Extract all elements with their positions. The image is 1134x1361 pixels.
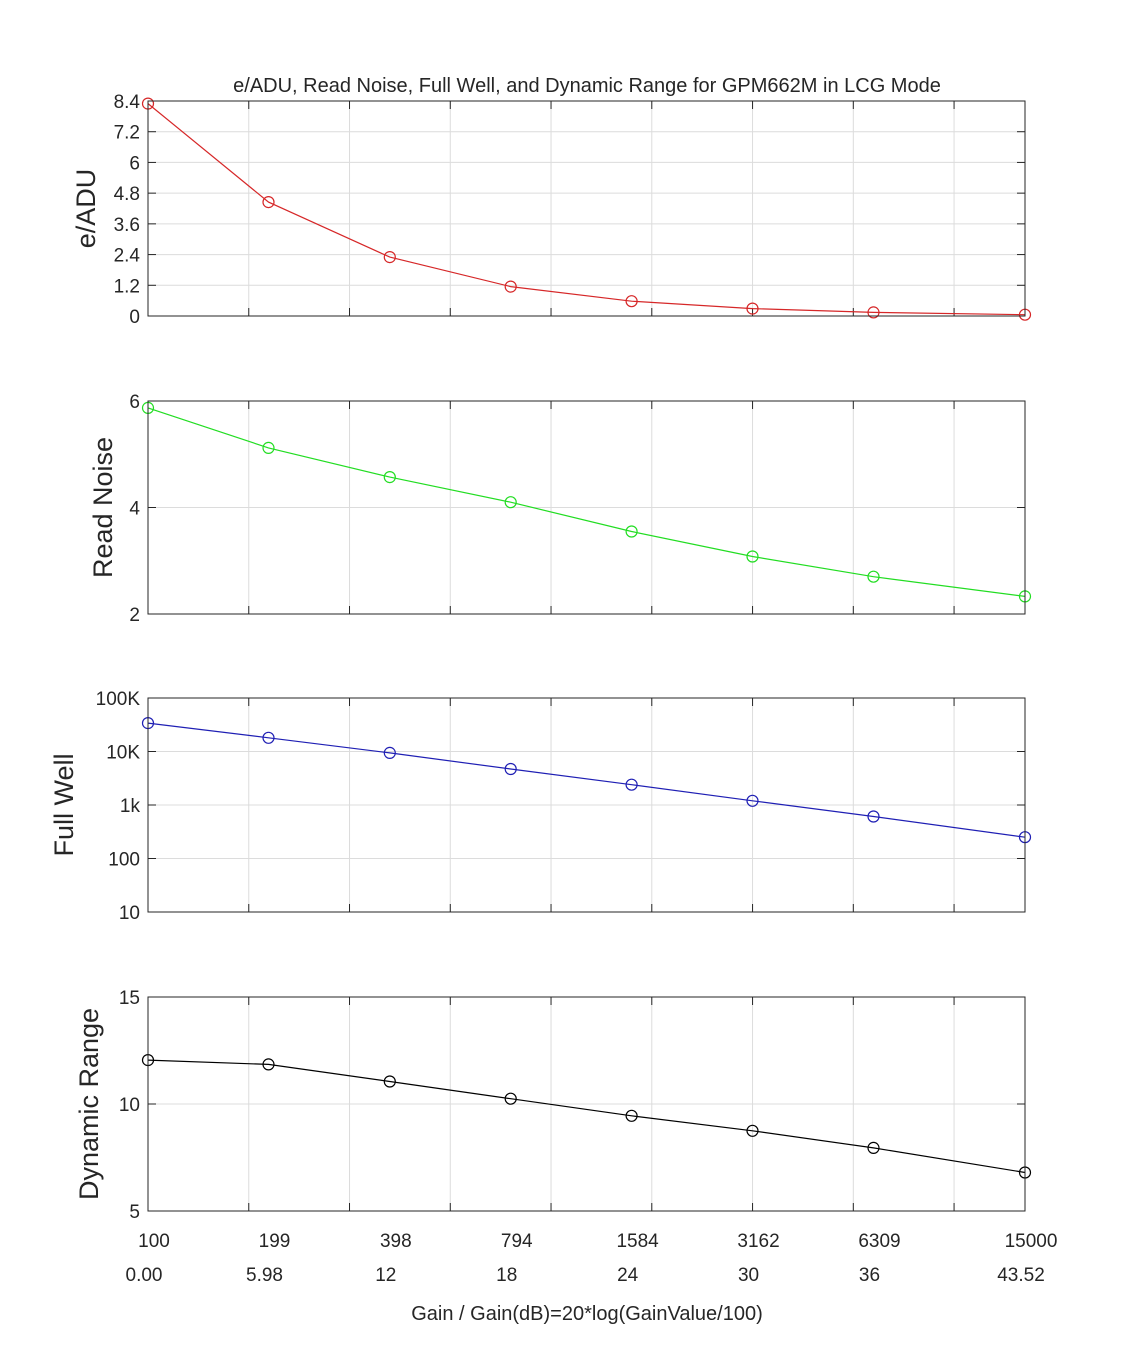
chart-title: e/ADU, Read Noise, Full Well, and Dynami…	[233, 75, 941, 97]
y-tick-label: 6	[129, 392, 140, 413]
data-point	[867, 570, 880, 583]
x-tick-label-gain: 3162	[737, 1231, 779, 1252]
axes-frame	[147, 100, 1026, 317]
data-point	[746, 1124, 759, 1137]
data-point	[262, 441, 275, 454]
data-point	[867, 306, 880, 319]
y-axis-label: Full Well	[49, 753, 79, 856]
x-tick-label-db: 12	[375, 1265, 396, 1286]
y-axis-label: Read Noise	[88, 437, 118, 578]
data-point	[625, 525, 638, 538]
y-tick-label: 10K	[106, 743, 140, 764]
y-tick-label: 4.8	[114, 184, 140, 205]
data-point	[262, 196, 275, 209]
panel-3: 10 100 1k 10K 100K Full Well	[49, 689, 1032, 924]
series-line	[147, 103, 1026, 316]
y-tick-label: 10	[119, 903, 140, 924]
x-tick-label-gain: 1584	[616, 1231, 659, 1252]
data-point	[625, 295, 638, 308]
data-point	[262, 731, 275, 744]
data-point	[625, 778, 638, 791]
y-tick-label: 2	[129, 605, 140, 626]
data-point	[504, 1092, 517, 1105]
y-tick-label: 7.2	[114, 123, 140, 144]
panel-1: 0 1.2 2.4 3.6 4.8 6 7.2 8.4 e/ADU	[71, 92, 1032, 328]
y-tick-label: 6	[129, 153, 140, 174]
x-tick-label-gain: 6309	[858, 1231, 900, 1252]
axes-frame	[147, 400, 1026, 615]
x-tick-label-gain: 794	[501, 1231, 533, 1252]
x-tick-label-db: 36	[859, 1265, 880, 1286]
data-point	[383, 251, 396, 264]
y-tick-label: 1k	[120, 796, 141, 817]
data-point	[746, 550, 759, 563]
data-point	[867, 810, 880, 823]
y-axis-label: e/ADU	[71, 169, 101, 249]
y-tick-label: 3.6	[114, 215, 140, 236]
panel-2: 2 4 6 Read Noise	[88, 392, 1032, 626]
panels: 0 1.2 2.4 3.6 4.8 6 7.2 8.4 e/ADU 2 4 6 Read Noise 10…	[49, 92, 1032, 1223]
data-point	[625, 1109, 638, 1122]
x-tick-label-gain: 15000	[1005, 1231, 1058, 1252]
y-tick-label: 15	[119, 988, 140, 1009]
data-point	[504, 762, 517, 776]
series-line	[147, 722, 1026, 838]
x-tick-label-gain: 398	[380, 1231, 412, 1252]
data-point	[383, 746, 396, 760]
y-axis-label: Dynamic Range	[74, 1008, 104, 1200]
panel-4: 5 10 15 Dynamic Range	[74, 988, 1032, 1223]
series-line	[147, 407, 1026, 597]
y-tick-label: 5	[129, 1202, 140, 1223]
y-tick-label: 10	[119, 1095, 140, 1116]
x-tick-label-gain: 100	[138, 1231, 170, 1252]
x-axis-label: Gain / Gain(dB)=20*log(GainValue/100)	[411, 1303, 763, 1325]
y-tick-label: 0	[129, 307, 140, 328]
data-point	[867, 1141, 880, 1155]
data-point	[262, 1058, 275, 1071]
x-tick-label-db: 30	[738, 1265, 759, 1286]
x-tick-label-gain: 199	[259, 1231, 291, 1252]
data-point	[746, 302, 759, 315]
data-point	[504, 496, 517, 509]
data-point	[383, 471, 396, 484]
axes-frame	[147, 996, 1026, 1212]
series-line	[147, 1059, 1026, 1174]
y-tick-label: 4	[129, 499, 140, 520]
y-tick-label: 8.4	[114, 92, 141, 113]
y-tick-label: 2.4	[114, 246, 141, 267]
x-tick-label-db: 18	[496, 1265, 517, 1286]
data-point	[504, 280, 517, 293]
y-tick-label: 100K	[96, 689, 141, 710]
x-tick-label-db: 0.00	[126, 1265, 163, 1286]
axes-frame	[147, 697, 1026, 913]
plot-area	[148, 101, 1025, 316]
x-tick-labels: 100 0.00 199 5.98 398 12 794 18 1584 24 3162 30 6309…	[126, 1231, 1058, 1286]
y-tick-label: 100	[108, 850, 140, 871]
y-tick-label: 1.2	[114, 276, 140, 297]
x-tick-label-db: 24	[617, 1265, 639, 1286]
data-point	[746, 794, 759, 807]
x-tick-label-db: 43.52	[997, 1265, 1045, 1286]
data-point	[383, 1075, 396, 1088]
x-tick-label-db: 5.98	[246, 1265, 283, 1286]
